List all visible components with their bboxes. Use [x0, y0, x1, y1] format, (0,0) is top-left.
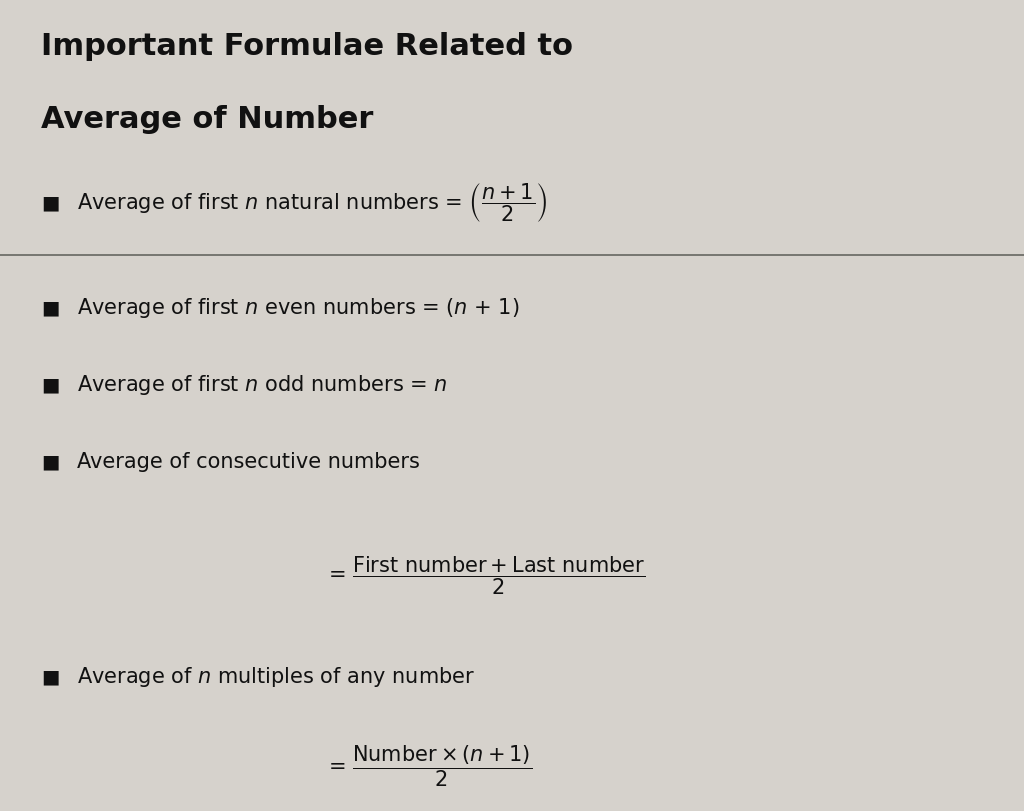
Text: Average of first $n$ even numbers = ($n$ + 1): Average of first $n$ even numbers = ($n$…	[77, 296, 519, 320]
Text: = $\dfrac{\mathrm{First\ number + Last\ number}}{2}$: = $\dfrac{\mathrm{First\ number + Last\ …	[328, 555, 645, 597]
Text: Important Formulae Related to: Important Formulae Related to	[41, 32, 573, 62]
Text: ■: ■	[41, 375, 59, 395]
Text: Average of first $n$ odd numbers = $n$: Average of first $n$ odd numbers = $n$	[77, 373, 447, 397]
Text: Average of Number: Average of Number	[41, 105, 374, 135]
Text: ■: ■	[41, 667, 59, 687]
Text: ■: ■	[41, 298, 59, 318]
Text: ■: ■	[41, 453, 59, 472]
Text: Average of first $n$ natural numbers = $\left(\dfrac{n+1}{2}\right)$: Average of first $n$ natural numbers = $…	[77, 181, 548, 225]
Text: Average of consecutive numbers: Average of consecutive numbers	[77, 453, 420, 472]
Text: ■: ■	[41, 193, 59, 212]
Text: Average of $n$ multiples of any number: Average of $n$ multiples of any number	[77, 665, 475, 689]
Text: = $\dfrac{\mathrm{Number} \times (n + 1)}{2}$: = $\dfrac{\mathrm{Number} \times (n + 1)…	[328, 744, 531, 789]
